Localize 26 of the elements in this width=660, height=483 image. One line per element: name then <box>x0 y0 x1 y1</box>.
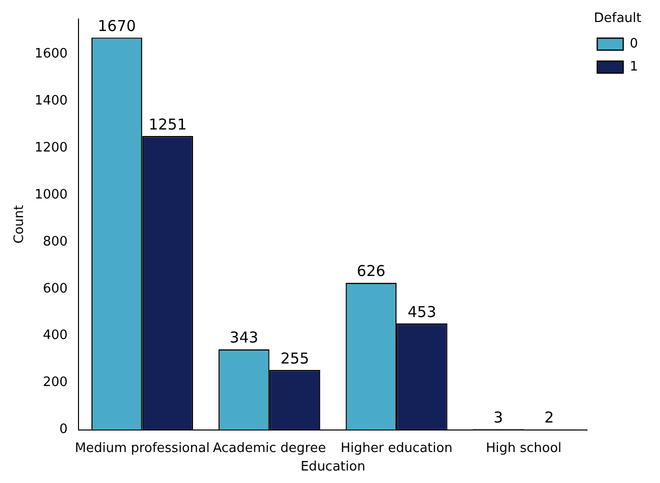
legend-label: 1 <box>630 59 638 74</box>
y-axis-title: Count <box>12 204 28 244</box>
data-label: 453 <box>408 302 436 321</box>
data-label: 3 <box>493 408 504 426</box>
y-tick-label: 800 <box>42 234 68 250</box>
y-tick-label: 400 <box>42 328 68 344</box>
y-tick-label: 600 <box>42 281 68 296</box>
y-tick-label: 1200 <box>34 140 68 156</box>
x-tick-label: High school <box>486 440 562 456</box>
y-tick-label: 1600 <box>34 46 68 62</box>
y-tick-label: 1400 <box>34 93 68 108</box>
x-axis-title: Education <box>300 460 366 475</box>
data-label: 343 <box>230 328 258 347</box>
legend-title: Default <box>594 10 642 26</box>
legend-label: 0 <box>630 36 638 52</box>
data-label: 255 <box>280 349 310 368</box>
data-label: 2 <box>544 408 554 427</box>
data-label: 1670 <box>98 16 136 35</box>
y-tick-label: 0 <box>59 422 68 438</box>
x-tick-label: Medium professional <box>74 440 210 456</box>
y-tick-label: 1000 <box>34 187 68 202</box>
x-tick-label: Higher education <box>340 440 452 456</box>
data-label: 626 <box>356 262 386 280</box>
data-label: 1251 <box>148 115 187 134</box>
y-tick-label: 200 <box>42 375 68 390</box>
x-tick-label: Academic degree <box>212 440 326 456</box>
